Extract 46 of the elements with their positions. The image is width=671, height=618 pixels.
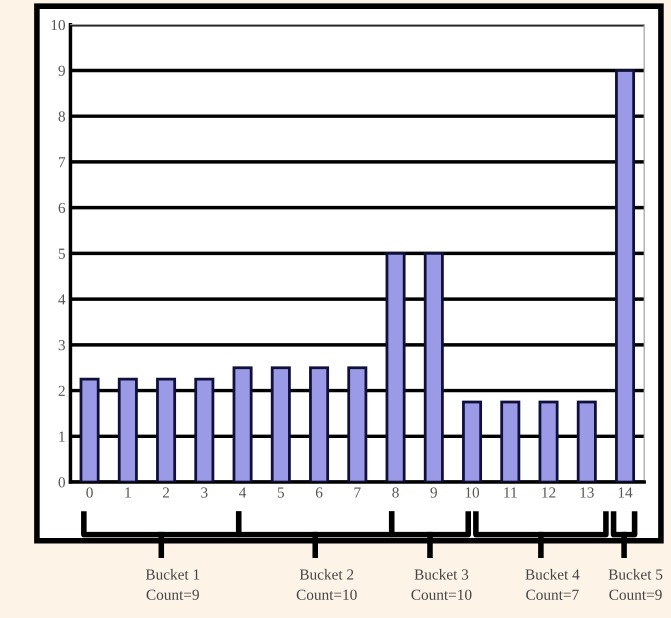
bar [424, 252, 444, 482]
y-tick-label: 10 [52, 20, 66, 30]
bar [309, 366, 330, 482]
text: Bucket 2 Count=10 [296, 568, 357, 600]
bar [194, 378, 214, 482]
bar [386, 252, 406, 482]
bar [576, 400, 597, 482]
x-tick-label: 3 [201, 487, 208, 498]
y-tick-label: 3 [58, 340, 65, 350]
text: Bucket 3 Count=10 [411, 568, 472, 600]
y-tick-label: 8 [58, 111, 66, 122]
bar [462, 400, 482, 482]
y-tick-label: 4 [58, 294, 66, 304]
bar [347, 366, 368, 482]
bar [232, 366, 253, 482]
y-tick-label: 5 [58, 248, 65, 259]
y-tick-label: 6 [58, 202, 66, 214]
text: Bucket 5 Count=9 [608, 568, 662, 600]
x-tick-label: 7 [354, 488, 361, 498]
bar [80, 378, 100, 482]
x-tick-label: 8 [392, 487, 399, 498]
x-tick-label: 12 [542, 487, 556, 498]
bar [538, 400, 559, 482]
x-tick-label: 14 [618, 487, 632, 498]
bar [270, 366, 291, 482]
bar [615, 69, 636, 482]
x-tick-label: 0 [86, 487, 93, 498]
x-tick-label: 4 [239, 487, 246, 498]
x-tick-label: 11 [504, 487, 517, 498]
text: Bucket 1 Count=9 [146, 568, 200, 600]
y-tick-label: 1 [59, 432, 65, 442]
text: Bucket 4 Count=7 [525, 568, 580, 600]
y-tick-label: 2 [58, 386, 65, 396]
x-tick-label: 5 [278, 488, 284, 498]
x-tick-label: 9 [430, 487, 437, 498]
x-tick-label: 1 [125, 487, 131, 498]
x-tick-label: 2 [162, 487, 170, 498]
x-tick-label: 10 [466, 487, 480, 498]
bar [500, 400, 520, 482]
bar [118, 378, 138, 482]
x-tick-label: 13 [580, 487, 594, 498]
y-tick-label: 9 [58, 66, 65, 76]
x-tick-label: 6 [316, 487, 322, 498]
y-tick-label: 0 [58, 477, 66, 488]
bar [156, 378, 176, 482]
y-tick-label: 7 [58, 157, 66, 168]
